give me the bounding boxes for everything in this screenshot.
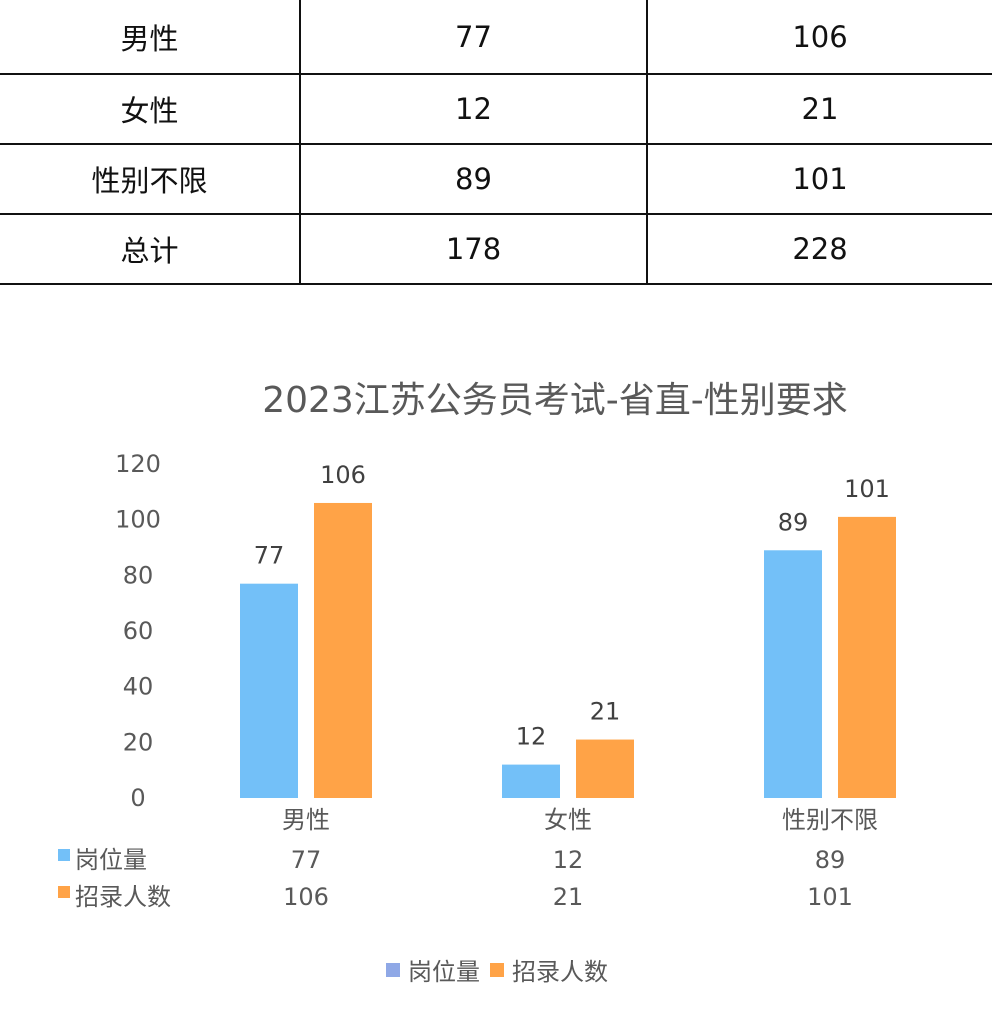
legend: 岗位量 招录人数 (386, 958, 608, 986)
y-tick-label: 40 (123, 673, 154, 701)
table-value: 101 (807, 883, 853, 911)
data-label: 77 (254, 542, 285, 570)
data-label: 101 (844, 475, 890, 503)
legend-swatch (490, 963, 504, 977)
legend-swatch (386, 963, 400, 977)
table-row: 总计 178 228 (0, 213, 992, 285)
positions-cell: 12 (299, 73, 648, 145)
table-row: 男性 77 106 (0, 0, 992, 75)
bar (764, 550, 822, 798)
table-value: 89 (815, 846, 846, 874)
y-tick-label: 80 (123, 561, 154, 589)
x-tick-label: 男性 (282, 806, 330, 834)
bar (314, 502, 372, 798)
table-value: 77 (291, 846, 322, 874)
x-tick-label: 性别不限 (782, 806, 878, 834)
y-tick-label: 0 (130, 784, 145, 812)
positions-cell: 178 (299, 213, 648, 285)
x-tick-label: 女性 (544, 806, 592, 834)
legend-label: 岗位量 (408, 958, 480, 986)
series-label: 招录人数 (75, 883, 171, 911)
positions-cell: 77 (299, 0, 648, 75)
data-label: 21 (590, 698, 621, 726)
legend-swatch (58, 886, 70, 898)
table-value: 106 (283, 883, 329, 911)
chart-title: 2023江苏公务员考试-省直-性别要求 (262, 380, 848, 421)
y-tick-label: 20 (123, 728, 154, 756)
legend-label: 招录人数 (512, 958, 608, 986)
y-tick-label: 120 (115, 450, 161, 478)
row-label: 总计 (0, 213, 301, 285)
bar (576, 739, 634, 798)
table-value: 12 (553, 846, 584, 874)
legend-swatch (58, 849, 70, 861)
recruits-cell: 228 (646, 213, 992, 285)
bar (502, 764, 560, 798)
positions-cell: 89 (299, 143, 648, 215)
bar (240, 583, 298, 798)
x-axis: 男性 女性 性别不限 (282, 806, 878, 834)
data-table: 男性 77 106 女性 12 21 性别不限 89 101 总计 178 22… (0, 0, 992, 285)
y-axis: 0 20 40 60 80 100 120 (115, 450, 161, 812)
data-label: 89 (778, 508, 809, 536)
bar-chart: 2023江苏公务员考试-省直-性别要求 0 20 40 60 80 100 120 77 10… (58, 380, 896, 986)
row-label: 男性 (0, 0, 301, 75)
table-value: 21 (553, 883, 584, 911)
chart-data-table: 岗位量 77 12 89 招录人数 106 21 101 (58, 846, 853, 911)
bar (838, 516, 896, 798)
table-row: 性别不限 89 101 (0, 143, 992, 215)
data-label: 106 (320, 461, 366, 489)
y-tick-label: 100 (115, 506, 161, 534)
series-label: 岗位量 (75, 846, 147, 874)
row-label: 性别不限 (0, 143, 301, 215)
recruits-cell: 21 (646, 73, 992, 145)
data-label: 12 (516, 723, 547, 751)
table-row: 女性 12 21 (0, 73, 992, 145)
row-label: 女性 (0, 73, 301, 145)
recruits-cell: 106 (646, 0, 992, 75)
bars: 77 106 12 21 89 101 (240, 461, 896, 798)
recruits-cell: 101 (646, 143, 992, 215)
y-tick-label: 60 (123, 617, 154, 645)
